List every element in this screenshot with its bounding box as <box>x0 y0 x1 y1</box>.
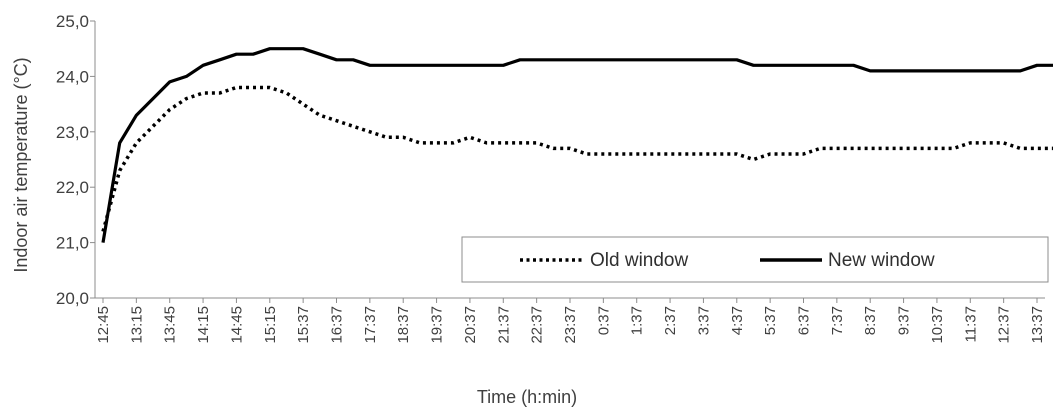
x-tick-label: 14:15 <box>195 306 212 344</box>
y-tick-label: 25,0 <box>56 12 89 31</box>
legend-box <box>461 236 1049 283</box>
x-tick-label: 20:37 <box>462 306 479 344</box>
series-line-old-window <box>101 85 1053 232</box>
x-tick-label: 12:45 <box>95 306 112 344</box>
x-tick-label: 9:37 <box>896 306 913 335</box>
x-tick-label: 7:37 <box>829 306 846 335</box>
x-tick-label: 8:37 <box>862 306 879 335</box>
x-axis: 12:45 13:15 13:45 14:15 14:45 15:15 15:37 16:37… <box>95 297 1046 344</box>
x-tick-label: 10:37 <box>929 306 946 344</box>
x-tick-label: 22:37 <box>529 306 546 344</box>
x-tick-label: 12:37 <box>996 306 1013 344</box>
series-line-new-window <box>101 47 1053 243</box>
x-tick-label: 21:37 <box>495 306 512 344</box>
x-tick-label: 15:37 <box>295 306 312 344</box>
x-tick-label: 23:37 <box>562 306 579 344</box>
x-tick-label: 13:15 <box>128 306 145 344</box>
y-tick-label: 20,0 <box>56 289 89 308</box>
x-tick-label: 13:45 <box>162 306 179 344</box>
y-tick-label: 23,0 <box>56 123 89 142</box>
legend: Old window New window <box>461 236 1049 283</box>
x-tick-label: 2:37 <box>662 306 679 335</box>
x-tick-label: 3:37 <box>695 306 712 335</box>
x-tick-label: 14:45 <box>228 306 245 344</box>
legend-label-new-window: New window <box>828 250 935 271</box>
x-tick-label: 18:37 <box>395 306 412 344</box>
y-axis-title: Indoor air temperature (°C) <box>11 57 31 272</box>
x-tick-label: 5:37 <box>762 306 779 335</box>
x-tick-label: 17:37 <box>362 306 379 344</box>
x-tick-label: 13:37 <box>1029 306 1046 344</box>
x-tick-label: 16:37 <box>329 306 346 344</box>
x-tick-label: 11:37 <box>962 306 979 342</box>
plot-lines <box>101 47 1053 243</box>
legend-label-old-window: Old window <box>590 250 688 271</box>
y-tick-label: 21,0 <box>56 234 89 253</box>
x-tick-label: 4:37 <box>729 306 746 335</box>
x-axis-title: Time (h:min) <box>477 387 577 407</box>
y-tick-label: 22,0 <box>56 178 89 197</box>
x-tick-label: 1:37 <box>629 306 646 335</box>
x-tick-label: 19:37 <box>429 306 446 344</box>
x-tick-label: 6:37 <box>796 306 813 335</box>
y-axis: 20,0 21,0 22,0 23,0 24,0 25,0 <box>56 12 96 308</box>
y-tick-label: 24,0 <box>56 67 89 86</box>
x-tick-label: 15:15 <box>262 306 279 344</box>
x-tick-label: 0:37 <box>595 306 612 335</box>
